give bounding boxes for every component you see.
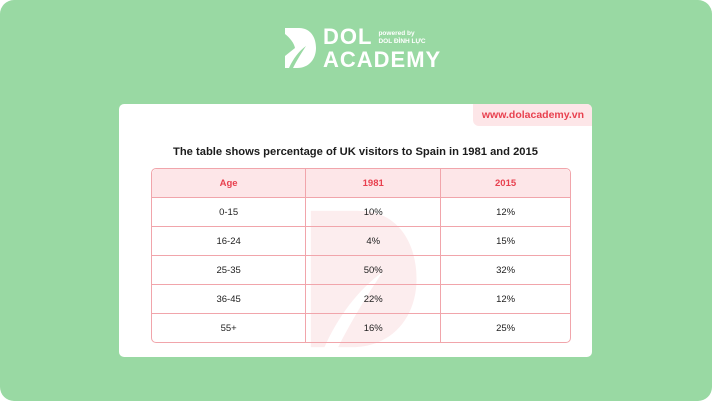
header-1981: 1981 (306, 169, 442, 198)
cell-age: 0-15 (152, 198, 307, 227)
cell-2015: 12% (441, 285, 570, 314)
logo-text-dol: DOL (323, 24, 373, 49)
header-2015: 2015 (441, 169, 570, 198)
dol-logo-icon (285, 28, 316, 68)
header-age: Age (152, 169, 307, 198)
table-row: 0-15 10% 12% (152, 198, 570, 227)
cell-age: 25-35 (152, 256, 307, 285)
website-url-badge[interactable]: www.dolacademy.vn (472, 104, 592, 126)
cell-2015: 12% (441, 198, 570, 227)
cell-1981: 4% (306, 227, 442, 256)
cell-2015: 32% (441, 256, 570, 285)
content-card: www.dolacademy.vn The table shows percen… (119, 104, 592, 357)
table-row: 36-45 22% 12% (152, 285, 570, 314)
table-row: 25-35 50% 32% (152, 256, 570, 285)
cell-1981: 16% (306, 314, 442, 342)
table-row: 55+ 16% 25% (152, 314, 570, 342)
table-header-row: Age 1981 2015 (152, 169, 570, 198)
data-table: Age 1981 2015 0-15 10% 12% 16-24 4% 15% … (151, 168, 571, 343)
logo-text-academy: ACADEMY (323, 47, 442, 72)
dol-academy-logo: DOL powered by DOL ĐÌNH LỰC ACADEMY (283, 26, 441, 72)
logo-powered-by: powered by (378, 30, 415, 37)
cell-1981: 50% (306, 256, 442, 285)
logo-powered-name: DOL ĐÌNH LỰC (378, 38, 426, 45)
cell-1981: 22% (306, 285, 442, 314)
table-title: The table shows percentage of UK visitor… (173, 146, 538, 158)
cell-age: 36-45 (152, 285, 307, 314)
table-row: 16-24 4% 15% (152, 227, 570, 256)
cell-age: 16-24 (152, 227, 307, 256)
cell-age: 55+ (152, 314, 307, 342)
cell-1981: 10% (306, 198, 442, 227)
cell-2015: 25% (496, 322, 516, 334)
cell-2015: 15% (441, 227, 570, 256)
